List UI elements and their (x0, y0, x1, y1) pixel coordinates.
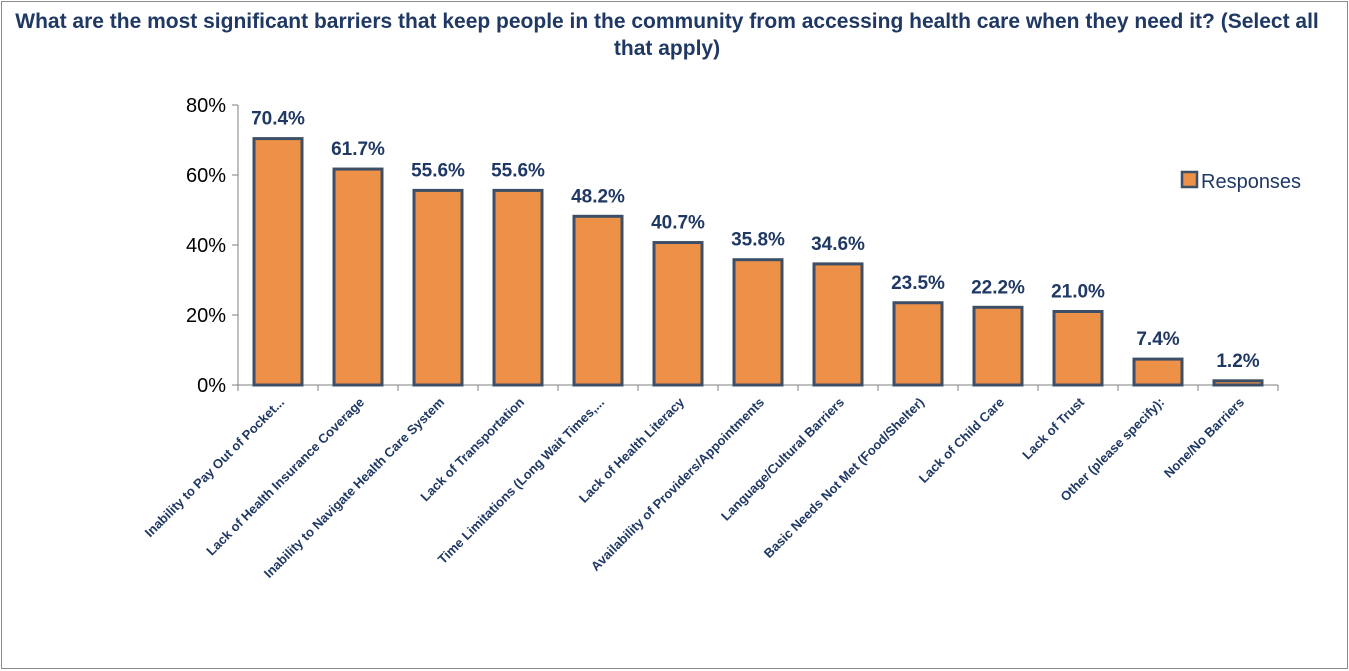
y-tick-label: 20% (186, 305, 226, 327)
data-label: 55.6% (411, 160, 465, 181)
data-label: 48.2% (571, 186, 625, 207)
y-tick-label: 40% (186, 235, 226, 257)
y-tick-label: 0% (197, 375, 226, 397)
category-labels: Inability to Pay Out of Pocket...Lack of… (142, 394, 1247, 581)
category-label: Basic Needs Not Met (Food/Shelter) (761, 395, 927, 561)
bar (732, 258, 784, 387)
bar (812, 262, 864, 387)
bar (1052, 310, 1104, 387)
category-label: Lack of Health Insurance Coverage (203, 395, 367, 559)
y-axis: 0% 20% 40% 60% 80% (186, 95, 239, 397)
bar (1212, 379, 1264, 387)
y-tick-label: 80% (186, 95, 226, 117)
category-label: Lack of Child Care (916, 395, 1007, 486)
data-label: 61.7% (331, 139, 385, 160)
bars (252, 137, 1264, 387)
data-label: 40.7% (651, 213, 705, 234)
data-label: 23.5% (891, 273, 945, 294)
legend: Responses (1180, 170, 1301, 193)
bar (972, 305, 1024, 387)
category-label: Availability of Providers/Appointments (588, 395, 767, 574)
data-label: 21.0% (1051, 282, 1105, 303)
legend-label: Responses (1201, 171, 1301, 193)
category-label: None/No Barriers (1161, 395, 1247, 481)
data-label: 70.4% (251, 109, 305, 130)
data-label: 7.4% (1136, 329, 1179, 350)
data-label: 35.8% (731, 230, 785, 251)
bar (492, 188, 544, 387)
category-label: Inability to Navigate Health Care System (261, 395, 447, 581)
bar (1132, 357, 1184, 387)
category-label: Lack of Trust (1019, 394, 1087, 462)
bar (252, 137, 304, 387)
legend-swatch (1180, 170, 1199, 189)
bar (412, 188, 464, 387)
category-label: Time Limitations (Long Wait Times,... (435, 395, 607, 567)
data-label: 1.2% (1216, 351, 1259, 372)
data-labels: 70.4% 61.7% 55.6% 55.6% 48.2% 40.7% 35.8% 34.6%… (251, 109, 1260, 372)
bar (332, 167, 384, 387)
chart-title: What are the most significant barriers t… (15, 10, 1319, 60)
y-tick-label: 60% (186, 165, 226, 187)
data-label: 55.6% (491, 160, 545, 181)
bar (892, 301, 944, 387)
category-label: Inability to Pay Out of Pocket... (142, 395, 287, 540)
bar (652, 241, 704, 387)
bar (572, 214, 624, 387)
data-label: 34.6% (811, 234, 865, 255)
data-label: 22.2% (971, 277, 1025, 298)
